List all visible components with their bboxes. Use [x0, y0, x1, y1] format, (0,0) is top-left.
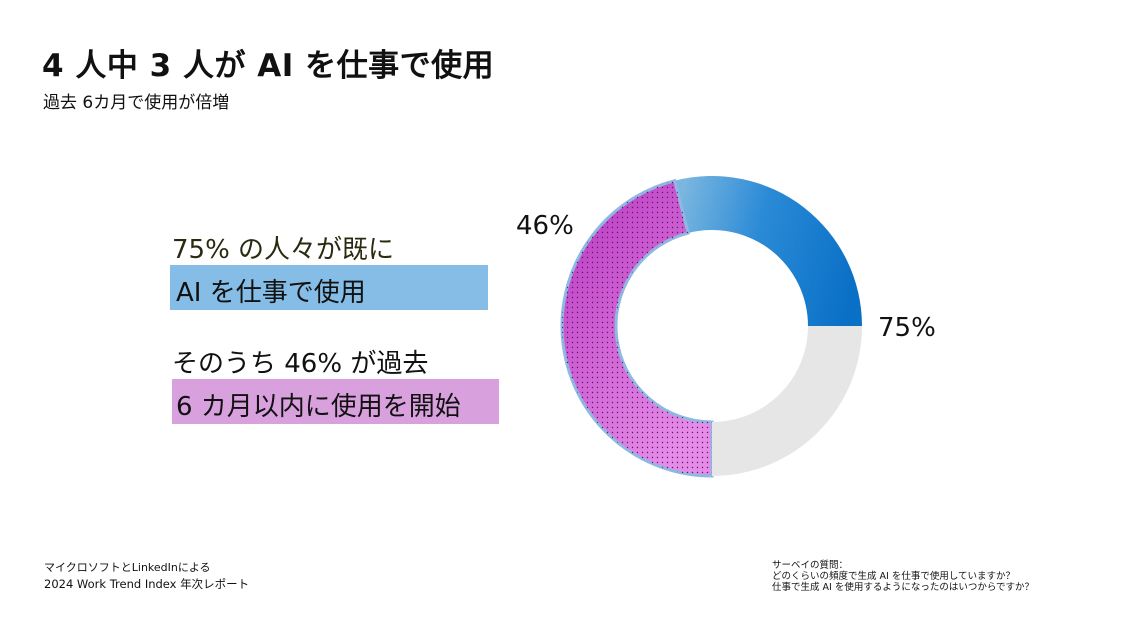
donut-segment-non-users	[712, 326, 862, 476]
callout-box-purple-text: 6 カ月以内に使用を開始	[176, 392, 461, 422]
label-46-percent: 46%	[516, 211, 574, 241]
source-line-2: 2024 Work Trend Index 年次レポート	[44, 577, 250, 591]
label-75-percent: 75%	[878, 313, 936, 343]
callout-line-2: そのうち 46% が過去	[172, 349, 429, 379]
page-subtitle: 過去 6カ月で使用が倍増	[43, 93, 230, 113]
source-line-1: マイクロソフトとLinkedInによる	[44, 561, 211, 574]
survey-question-2: 仕事で生成 AI を使用するようになったのはいつからですか？	[772, 582, 1035, 593]
page-title: 4 人中 3 人が AI を仕事で使用	[42, 48, 495, 84]
callout-line-1: 75% の人々が既に	[172, 235, 395, 265]
callout-box-blue-text: AI を仕事で使用	[176, 278, 366, 308]
survey-questions: サーベイの質問： どのくらいの頻度で生成 AI を仕事で使用していますか？ 仕事…	[772, 560, 1034, 593]
callout-box-blue: AI を仕事で使用	[170, 265, 488, 310]
donut-segment-new-users-pattern	[562, 180, 712, 476]
callout-box-purple: 6 カ月以内に使用を開始	[172, 379, 499, 424]
survey-question-1: どのくらいの頻度で生成 AI を仕事で使用していますか？	[772, 571, 1016, 582]
survey-title: サーベイの質問：	[772, 560, 849, 571]
donut-segment-established	[674, 175, 863, 326]
